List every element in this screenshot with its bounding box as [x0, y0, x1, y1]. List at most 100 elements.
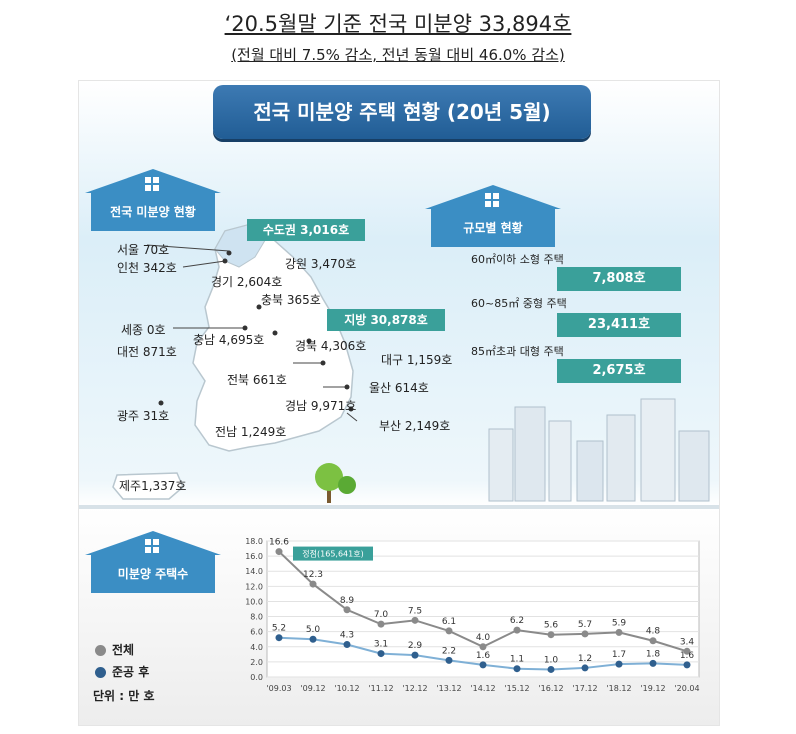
data-label: 3.1: [374, 640, 388, 650]
data-label: 5.6: [544, 621, 559, 631]
region-jeju: 제주1,337호: [119, 479, 187, 493]
infographic-banner: 전국 미분양 주택 현황 (20년 5월): [213, 85, 591, 139]
data-point: [275, 548, 283, 556]
y-tick-label: 0.0: [250, 673, 263, 682]
data-point: [411, 651, 419, 659]
data-point: [683, 661, 691, 669]
y-tick-label: 14.0: [245, 567, 263, 576]
data-point: [343, 641, 351, 649]
data-point: [275, 634, 283, 642]
data-label: 12.3: [303, 570, 323, 580]
y-tick-label: 6.0: [250, 628, 263, 637]
data-label: 16.6: [269, 538, 289, 548]
korea-map: [192, 222, 354, 452]
region-incheon: 인천 342호: [117, 261, 177, 275]
size-large-value: 2,675호: [557, 359, 681, 383]
data-point: [581, 664, 589, 672]
region-gyeongbuk: 경북 4,306호: [295, 339, 367, 353]
y-tick-label: 2.0: [250, 658, 263, 667]
size-medium-value: 23,411호: [557, 313, 681, 337]
x-tick-label: '16.12: [538, 684, 563, 693]
legend-total: 전체: [95, 641, 134, 658]
data-label: 1.1: [510, 655, 524, 665]
window-icon: [145, 539, 159, 553]
x-tick-label: '20.04: [674, 684, 699, 693]
data-label: 1.0: [544, 655, 559, 665]
section-by-size: 규모별 현황: [425, 185, 561, 247]
size-small-value: 7,808호: [557, 267, 681, 291]
data-point: [547, 665, 555, 673]
data-point: [649, 659, 657, 667]
data-label: 4.8: [646, 627, 661, 637]
data-point: [445, 656, 453, 664]
region-gyeongnam: 경남 9,971호: [285, 399, 357, 413]
x-tick-label: '13.12: [436, 684, 461, 693]
region-gyeonggi: 경기 2,604호: [211, 275, 283, 289]
data-point: [513, 665, 521, 673]
headline: ‘20.5월말 기준 전국 미분양 33,894호: [224, 12, 572, 36]
data-point: [377, 650, 385, 658]
region-gangwon: 강원 3,470호: [285, 257, 357, 271]
y-tick-label: 10.0: [245, 597, 263, 606]
data-point: [479, 643, 487, 651]
x-tick-label: '19.12: [640, 684, 665, 693]
legend-completed: 준공 후: [95, 663, 149, 680]
data-label: 4.3: [340, 631, 354, 641]
trend-line-chart: 0.0 2.0 4.0 6.0 8.0 10.0 12.0 14.0 16.0 18.0 '09.0…: [245, 537, 699, 693]
data-label: 6.2: [510, 616, 524, 626]
section-trend: 미분양 주택수: [85, 531, 221, 593]
data-label: 4.0: [476, 633, 491, 643]
data-label: 7.5: [408, 606, 422, 616]
data-point: [377, 620, 385, 628]
y-tick-label: 18.0: [245, 537, 263, 546]
window-icon: [145, 177, 159, 191]
data-point: [309, 635, 317, 643]
buildings-illustration: [488, 398, 710, 502]
size-large-label: 85㎡초과 대형 주택: [471, 345, 564, 358]
data-point: [309, 580, 317, 588]
data-point: [581, 630, 589, 638]
region-daegu: 대구 1,159호: [381, 353, 453, 367]
legend-total-marker: [95, 645, 106, 656]
data-point: [411, 616, 419, 624]
data-point: [513, 626, 521, 634]
region-sejong: 세종 0호: [121, 323, 166, 337]
region-daejeon: 대전 871호: [117, 345, 177, 359]
data-label: 1.8: [646, 649, 661, 659]
y-tick-label: 4.0: [250, 643, 263, 652]
data-point: [649, 637, 657, 645]
peak-annotation-box: [293, 546, 373, 561]
data-label: 5.0: [306, 625, 321, 635]
local-region-tag: 지방 30,878호: [327, 309, 445, 331]
y-tick-label: 8.0: [250, 613, 263, 622]
data-label: 1.2: [578, 654, 592, 664]
jeju-island: [112, 472, 184, 500]
data-label: 6.1: [442, 617, 456, 627]
data-point: [683, 647, 691, 655]
data-point: [547, 631, 555, 639]
data-label: 1.7: [612, 650, 626, 660]
subline: (전월 대비 7.5% 감소, 전년 동월 대비 46.0% 감소): [231, 46, 565, 64]
data-label: 2.9: [408, 641, 423, 651]
region-ulsan: 울산 614호: [369, 381, 429, 395]
data-label: 1.6: [476, 651, 491, 661]
region-chungbuk: 충북 365호: [261, 293, 321, 307]
region-gwangju: 광주 31호: [117, 409, 170, 423]
peak-annotation-label: 정점(165,641호): [302, 549, 363, 559]
size-small-label: 60㎡이하 소형 주택: [471, 253, 564, 266]
region-jeonnam: 전남 1,249호: [215, 425, 287, 439]
x-tick-label: '14.12: [470, 684, 495, 693]
region-busan: 부산 2,149호: [379, 419, 451, 433]
region-seoul: 서울 70호: [117, 243, 170, 257]
x-tick-label: '12.12: [402, 684, 427, 693]
y-tick-label: 16.0: [245, 552, 263, 561]
y-tick-label: 12.0: [245, 582, 263, 591]
data-label: 8.9: [340, 596, 355, 606]
data-label: 3.4: [680, 637, 695, 647]
size-medium-label: 60~85㎡ 중형 주택: [471, 297, 567, 310]
region-jeonbuk: 전북 661호: [227, 373, 287, 387]
x-tick-label: '09.03: [266, 684, 291, 693]
x-tick-label: '09.12: [300, 684, 325, 693]
section-regional: 전국 미분양 현황: [85, 169, 221, 231]
window-icon: [485, 193, 499, 207]
